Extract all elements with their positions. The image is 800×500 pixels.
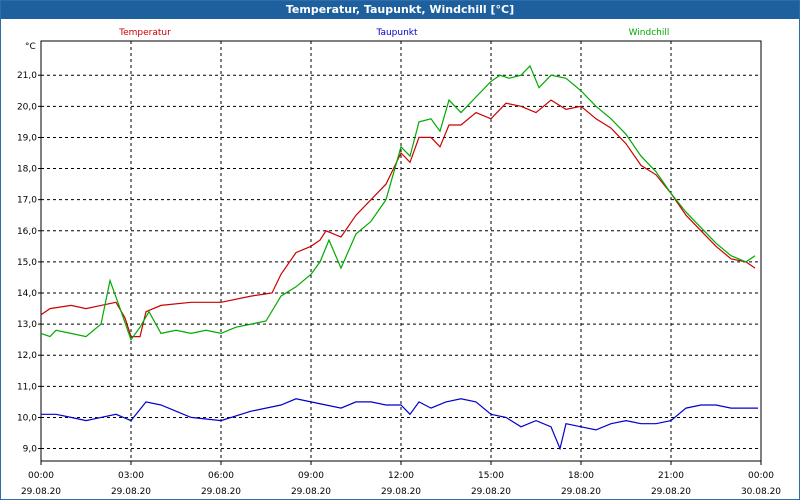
y-tick-label: 19,0 <box>17 133 37 143</box>
series-lines <box>40 64 758 451</box>
y-tick-label: 9,0 <box>23 445 38 455</box>
y-tick-label: 18,0 <box>17 165 37 175</box>
series-line-windchill <box>40 64 756 341</box>
y-tick-label: 12,0 <box>17 351 37 361</box>
window-title: Temperatur, Taupunkt, Windchill [°C] <box>1 1 799 19</box>
legend-taupunkt: Taupunkt <box>375 28 418 38</box>
legend-windchill: Windchill <box>629 28 670 38</box>
y-tick-label: 16,0 <box>17 227 37 237</box>
grid <box>41 41 761 461</box>
legend-temperatur: Temperatur <box>118 28 171 38</box>
y-tick-label: 20,0 <box>17 102 37 112</box>
x-tick-date: 30.08.20 <box>741 487 781 497</box>
x-tick-date: 29.08.20 <box>381 487 421 497</box>
x-tick-time: 09:00 <box>298 471 324 481</box>
series-line-taupunkt <box>41 398 758 451</box>
y-tick-label: 10,0 <box>17 413 37 423</box>
y-tick-label: 17,0 <box>17 196 37 206</box>
x-tick-time: 00:00 <box>748 471 774 481</box>
x-tick-time: 00:00 <box>28 471 54 481</box>
x-tick-date: 29.08.20 <box>201 487 241 497</box>
series-line-temperatur <box>40 99 756 338</box>
y-tick-label: 11,0 <box>17 382 37 392</box>
x-tick-time: 06:00 <box>208 471 234 481</box>
x-tick-time: 12:00 <box>388 471 414 481</box>
x-tick-time: 18:00 <box>568 471 594 481</box>
y-axis-unit: °C <box>25 42 36 52</box>
x-tick-date: 29.08.20 <box>111 487 151 497</box>
y-tick-label: 14,0 <box>17 289 37 299</box>
x-tick-time: 21:00 <box>658 471 684 481</box>
y-axis-ticks: 9,0 10,0 11,0 12,0 13,0 14,0 15,0 16,0 17,0 18,0 1… <box>17 71 41 455</box>
x-tick-date: 29.08.20 <box>561 487 601 497</box>
x-tick-date: 29.08.20 <box>471 487 511 497</box>
y-tick-label: 15,0 <box>17 258 37 268</box>
y-tick-label: 13,0 <box>17 320 37 330</box>
x-tick-time: 03:00 <box>118 471 144 481</box>
x-tick-date: 29.08.20 <box>291 487 331 497</box>
x-tick-date: 29.08.20 <box>651 487 691 497</box>
x-axis-ticks: 00:00 29.08.20 03:00 29.08.20 06:00 29.08.20 0… <box>21 461 781 497</box>
x-tick-date: 29.08.20 <box>21 487 61 497</box>
legend: Temperatur Taupunkt Windchill <box>118 28 669 38</box>
x-tick-time: 15:00 <box>478 471 504 481</box>
y-tick-label: 21,0 <box>17 71 37 81</box>
